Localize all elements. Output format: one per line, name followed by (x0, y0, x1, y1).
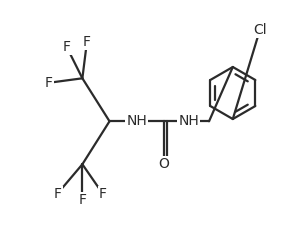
Text: NH: NH (178, 114, 199, 128)
Text: F: F (99, 187, 107, 201)
Text: F: F (83, 35, 91, 49)
Text: O: O (158, 157, 169, 171)
Text: F: F (78, 194, 86, 207)
Text: Cl: Cl (253, 23, 267, 37)
Text: F: F (53, 187, 62, 201)
Text: NH: NH (126, 114, 147, 128)
Text: F: F (63, 40, 70, 54)
Text: F: F (45, 76, 52, 90)
